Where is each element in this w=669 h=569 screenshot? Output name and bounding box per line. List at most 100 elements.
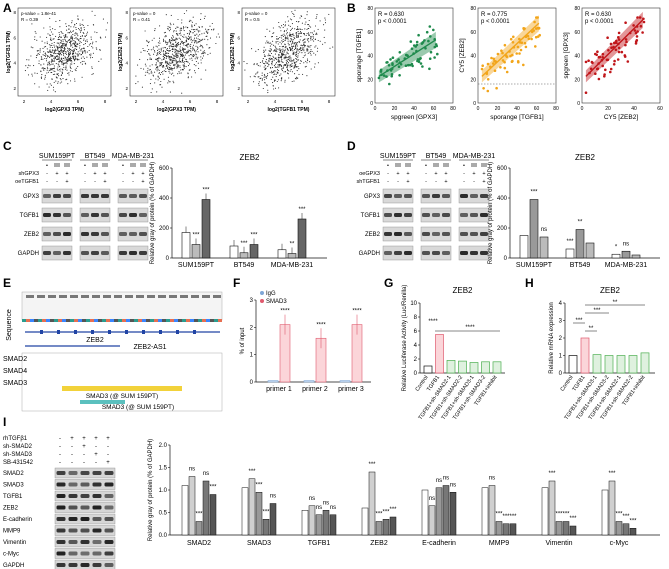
scatter-point [174, 55, 176, 57]
protein-band [92, 551, 102, 556]
scatter-point [270, 36, 273, 38]
scatter-point [196, 48, 198, 50]
scatter-point [179, 30, 181, 32]
bar [315, 514, 323, 536]
scatter-point [181, 47, 183, 49]
scatter-point [176, 67, 178, 69]
bar [616, 355, 626, 374]
scatter-point [175, 53, 177, 55]
scatter-point [75, 42, 77, 44]
scatter-point [70, 59, 73, 61]
scatter-point [176, 43, 178, 46]
stat-r: R = 0.630 [585, 12, 612, 18]
scatter-point [50, 84, 52, 86]
significance: *** [202, 188, 210, 194]
scatter-point [286, 35, 288, 37]
scatter-point [70, 67, 72, 69]
scatter-point [182, 60, 184, 62]
protein-band [56, 528, 66, 533]
x-tick: 0 [374, 106, 377, 112]
scatter-point [290, 38, 293, 40]
scatter-point [54, 48, 56, 50]
scatter-point [57, 58, 59, 60]
scatter-point [175, 30, 177, 32]
data-point [517, 60, 520, 64]
chromosome-band [48, 295, 56, 298]
scatter-point [177, 18, 179, 21]
protein-band [80, 540, 90, 544]
sign: + [472, 171, 475, 177]
scatter-point [263, 76, 265, 78]
scatter-point [257, 71, 259, 73]
protein-band [394, 232, 402, 236]
scatter-point [153, 37, 155, 39]
scatter-point [309, 61, 311, 63]
scatter-point [194, 70, 196, 72]
scatter-point [292, 33, 294, 35]
sign: - [84, 179, 86, 185]
scatter-point [295, 47, 297, 49]
significance: ns [489, 476, 495, 482]
protein-band [480, 232, 488, 236]
scatter-point [65, 52, 67, 54]
scatter-point [149, 83, 151, 85]
scatter-point [157, 54, 159, 56]
scatter-point [56, 55, 58, 57]
stat-pvalue: p-value = 1.8e-41 [21, 11, 57, 16]
scatter-point [157, 68, 159, 70]
scatter-point [258, 84, 260, 86]
sign: + [94, 436, 98, 442]
scatter-point [158, 69, 160, 71]
scatter-point [170, 24, 172, 26]
scatter-point [185, 52, 187, 54]
scatter-point [77, 58, 79, 60]
bar [421, 489, 429, 536]
scatter-point [167, 28, 170, 30]
protein-band [394, 251, 402, 255]
scatter-point [270, 70, 273, 72]
protein-band [101, 232, 109, 236]
sign: + [406, 179, 409, 185]
scatter-point [163, 78, 165, 80]
side-label: Sequence [6, 309, 13, 341]
scatter-point [165, 35, 167, 37]
scatter-point [295, 44, 297, 46]
scatter-point [157, 58, 159, 60]
scatter-point [283, 40, 285, 43]
scatter-point [35, 57, 37, 59]
scatter-point [197, 56, 199, 58]
data-point [538, 33, 541, 37]
scatter-point [275, 42, 277, 44]
scatter-point [290, 58, 292, 60]
base [214, 319, 218, 322]
data-point [500, 49, 503, 52]
scatter-point [176, 26, 178, 28]
scatter-point [272, 50, 274, 52]
scatter-point [293, 60, 295, 62]
scatter-point [172, 36, 175, 38]
scatter-point [75, 57, 77, 59]
scatter-point [253, 63, 255, 65]
scatter-point [177, 55, 179, 57]
scatter-point [176, 57, 178, 59]
scatter-point [164, 31, 167, 33]
scatter-point [64, 59, 66, 61]
scatter-point [194, 41, 196, 43]
sign: - [435, 179, 437, 185]
sign: + [131, 171, 134, 177]
scatter-point [199, 45, 201, 48]
data-point [495, 86, 498, 90]
scatter-point [256, 63, 258, 66]
scatter-point [76, 38, 78, 40]
bar [201, 199, 211, 259]
scatter-point [263, 51, 265, 53]
scatter-point [179, 53, 181, 55]
scatter-point [293, 58, 295, 60]
scatter-point [268, 53, 270, 55]
scatter-point [303, 62, 305, 64]
scatter-point [75, 70, 77, 72]
bar [585, 242, 595, 259]
sign: - [94, 179, 96, 185]
scatter-point [294, 77, 296, 79]
